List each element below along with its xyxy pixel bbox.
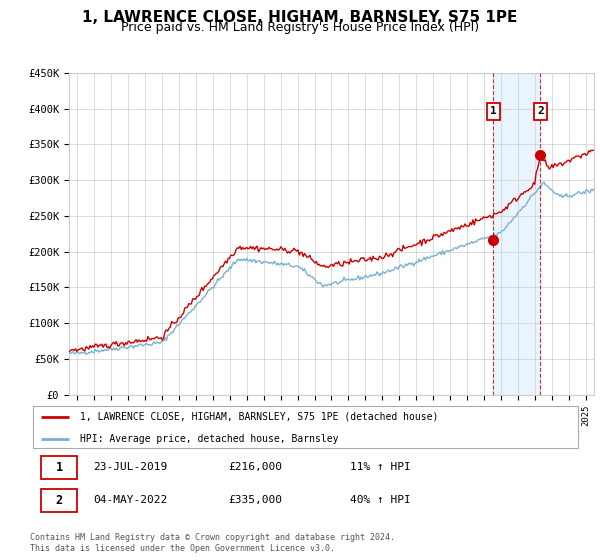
FancyBboxPatch shape [41, 456, 77, 479]
Text: 23-JUL-2019: 23-JUL-2019 [94, 462, 168, 472]
Bar [493, 73, 541, 395]
Text: 1, LAWRENCE CLOSE, HIGHAM, BARNSLEY, S75 1PE (detached house): 1, LAWRENCE CLOSE, HIGHAM, BARNSLEY, S75… [80, 412, 438, 422]
Text: 2: 2 [537, 106, 544, 116]
FancyBboxPatch shape [41, 489, 77, 512]
Text: £216,000: £216,000 [229, 462, 283, 472]
Text: 04-MAY-2022: 04-MAY-2022 [94, 496, 168, 506]
Text: 1: 1 [490, 106, 497, 116]
Text: HPI: Average price, detached house, Barnsley: HPI: Average price, detached house, Barn… [80, 434, 338, 444]
Text: Price paid vs. HM Land Registry's House Price Index (HPI): Price paid vs. HM Land Registry's House … [121, 21, 479, 34]
Text: 11% ↑ HPI: 11% ↑ HPI [350, 462, 411, 472]
Text: Contains HM Land Registry data © Crown copyright and database right 2024.
This d: Contains HM Land Registry data © Crown c… [30, 533, 395, 553]
Text: 1, LAWRENCE CLOSE, HIGHAM, BARNSLEY, S75 1PE: 1, LAWRENCE CLOSE, HIGHAM, BARNSLEY, S75… [82, 10, 518, 25]
FancyBboxPatch shape [33, 405, 578, 449]
Text: £335,000: £335,000 [229, 496, 283, 506]
Text: 40% ↑ HPI: 40% ↑ HPI [350, 496, 411, 506]
Text: 2: 2 [55, 494, 62, 507]
Text: 1: 1 [55, 461, 62, 474]
